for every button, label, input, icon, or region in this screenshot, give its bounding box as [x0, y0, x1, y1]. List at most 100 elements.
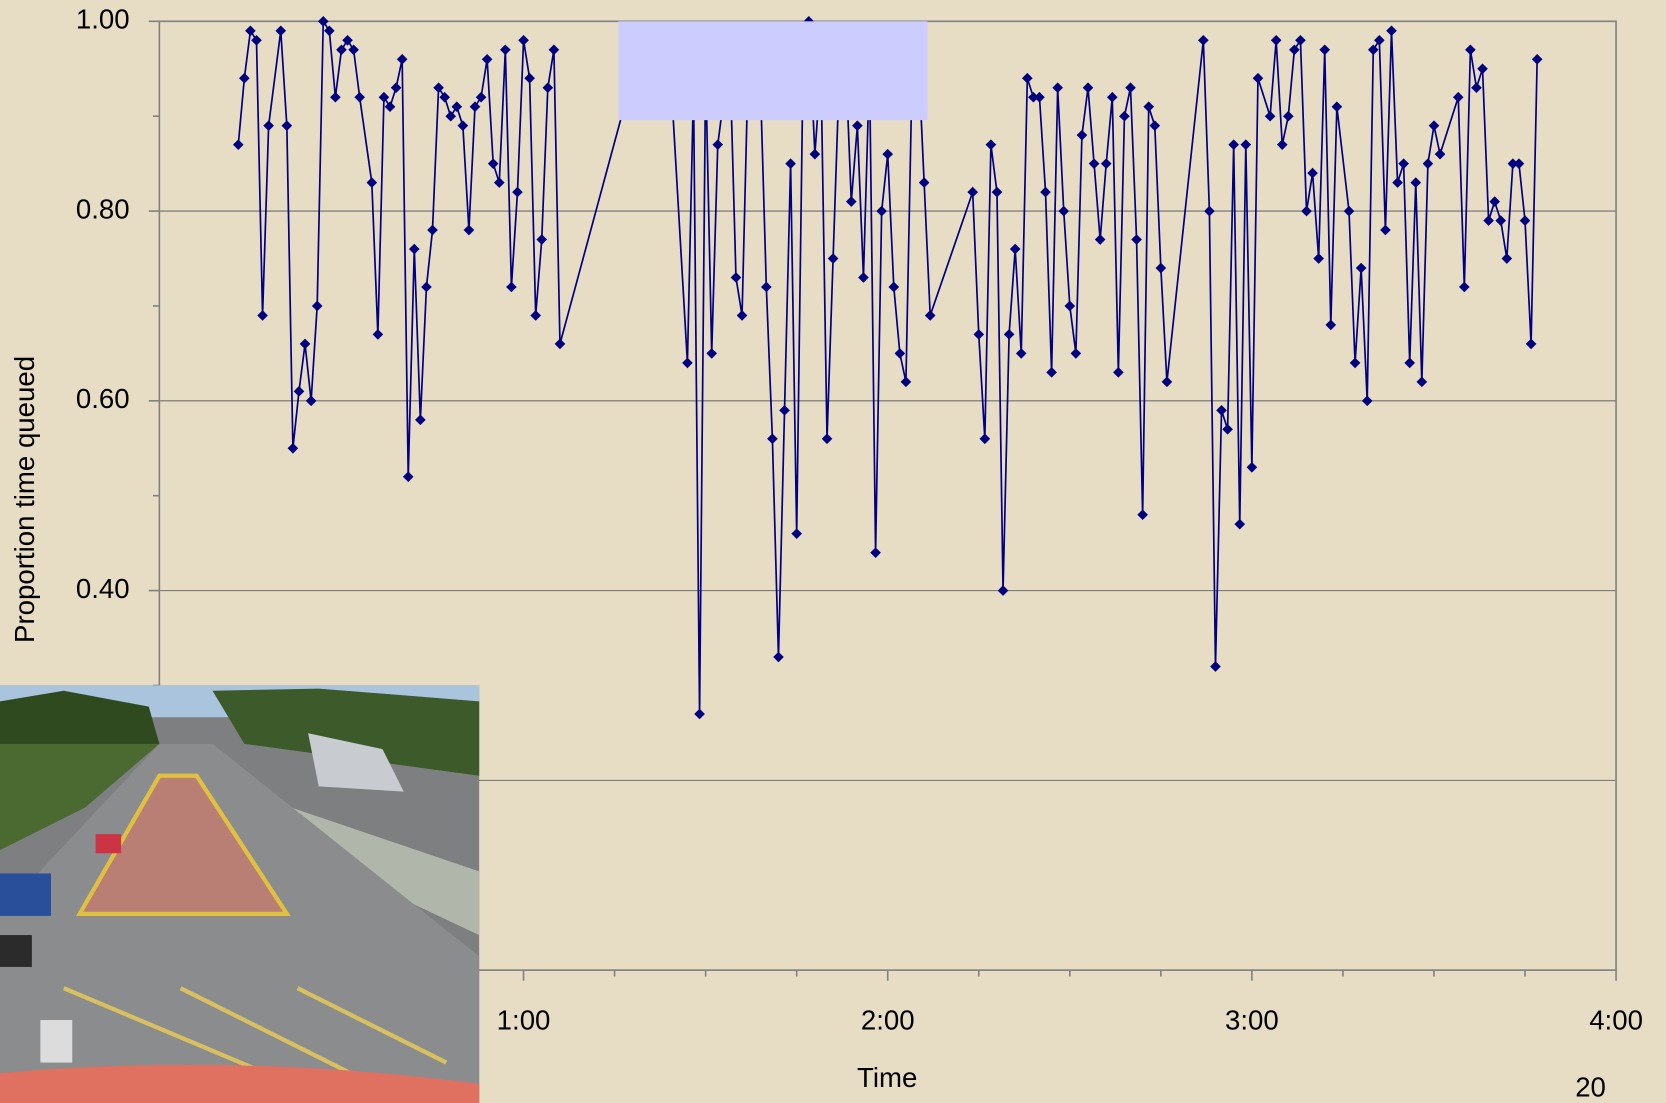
- data-point: [1234, 518, 1246, 530]
- data-point: [1477, 63, 1488, 75]
- data-point: [408, 243, 420, 255]
- data-point: [1034, 91, 1045, 103]
- data-point: [870, 547, 881, 558]
- data-point: [457, 120, 469, 131]
- data-point: [967, 186, 979, 198]
- data-point: [852, 120, 863, 131]
- data-point: [299, 338, 311, 350]
- data-point: [979, 433, 991, 445]
- data-point: [1507, 158, 1519, 169]
- data-point: [1331, 101, 1343, 113]
- data-point: [882, 148, 894, 160]
- data-point: [1198, 34, 1209, 46]
- data-point: [736, 310, 748, 321]
- data-point: [1398, 158, 1409, 169]
- data-point: [1295, 34, 1306, 46]
- data-point: [536, 234, 548, 245]
- data-point: [845, 196, 857, 207]
- data-point: [530, 310, 541, 321]
- data-point: [402, 471, 414, 483]
- data-point: [1149, 120, 1161, 131]
- data-point: [1119, 110, 1130, 122]
- data-point: [1513, 158, 1525, 169]
- data-point: [396, 53, 408, 65]
- data-point: [439, 91, 450, 103]
- data-point: [773, 651, 784, 663]
- data-point: [1343, 205, 1355, 217]
- data-point: [918, 177, 930, 188]
- data-point: [475, 91, 487, 103]
- data-point: [1501, 253, 1513, 264]
- data-point: [469, 101, 481, 113]
- data-point: [366, 177, 378, 188]
- data-point: [1301, 205, 1312, 217]
- data-point: [481, 53, 493, 65]
- data-point: [779, 405, 790, 416]
- x-tick-label: 4:00: [1589, 1004, 1643, 1035]
- data-point: [275, 25, 287, 37]
- x-tick-label: 3:00: [1225, 1004, 1279, 1035]
- data-point: [1270, 34, 1282, 46]
- data-point: [1282, 110, 1294, 122]
- data-point: [293, 386, 305, 397]
- data-point: [1210, 661, 1221, 672]
- data-point: [1088, 158, 1100, 169]
- data-point: [706, 348, 718, 359]
- data-point: [445, 110, 457, 122]
- data-point: [1276, 139, 1288, 150]
- data-point: [433, 82, 444, 94]
- data-point: [342, 34, 353, 46]
- data-point: [1428, 120, 1440, 131]
- page-number: 20: [1575, 1071, 1606, 1102]
- data-point: [378, 91, 390, 103]
- data-point: [1519, 215, 1531, 226]
- data-point: [682, 357, 693, 369]
- data-point: [518, 34, 529, 46]
- data-point: [348, 44, 359, 56]
- data-point: [791, 528, 802, 539]
- data-point: [1416, 376, 1428, 388]
- data-point: [1495, 215, 1507, 226]
- data-point: [281, 120, 293, 131]
- data-point: [1459, 281, 1470, 293]
- data-point: [1319, 44, 1331, 56]
- data-point: [694, 708, 705, 720]
- data-point: [1082, 82, 1094, 94]
- traffic-photo: [0, 685, 480, 1103]
- data-point: [858, 272, 869, 283]
- data-point: [1052, 82, 1063, 94]
- data-point: [1058, 205, 1070, 217]
- data-point: [1094, 234, 1106, 245]
- data-point: [1125, 82, 1136, 94]
- data-point: [985, 139, 997, 150]
- data-point: [973, 329, 985, 340]
- data-point: [1222, 423, 1233, 435]
- data-point: [1374, 34, 1385, 46]
- data-point: [1076, 129, 1088, 141]
- data-point: [1531, 53, 1543, 65]
- data-point: [1325, 319, 1337, 331]
- data-point: [997, 585, 1009, 596]
- data-point: [487, 158, 499, 169]
- x-tick-label: 2:00: [861, 1004, 915, 1035]
- data-point: [1106, 91, 1118, 103]
- data-point: [390, 82, 402, 94]
- data-point: [1064, 300, 1076, 312]
- data-point: [785, 158, 796, 169]
- x-axis-label: Time: [857, 1062, 917, 1093]
- data-point: [524, 72, 535, 84]
- data-point: [761, 281, 772, 293]
- y-tick-label: 0.40: [76, 573, 130, 604]
- data-point: [427, 224, 438, 236]
- data-point: [263, 120, 274, 131]
- data-point: [1252, 72, 1264, 84]
- data-point: [463, 224, 475, 236]
- data-point: [384, 101, 396, 113]
- data-point: [1070, 348, 1082, 359]
- data-point: [924, 310, 936, 321]
- data-point: [493, 177, 505, 188]
- data-point: [1434, 148, 1446, 160]
- data-point: [1355, 262, 1367, 274]
